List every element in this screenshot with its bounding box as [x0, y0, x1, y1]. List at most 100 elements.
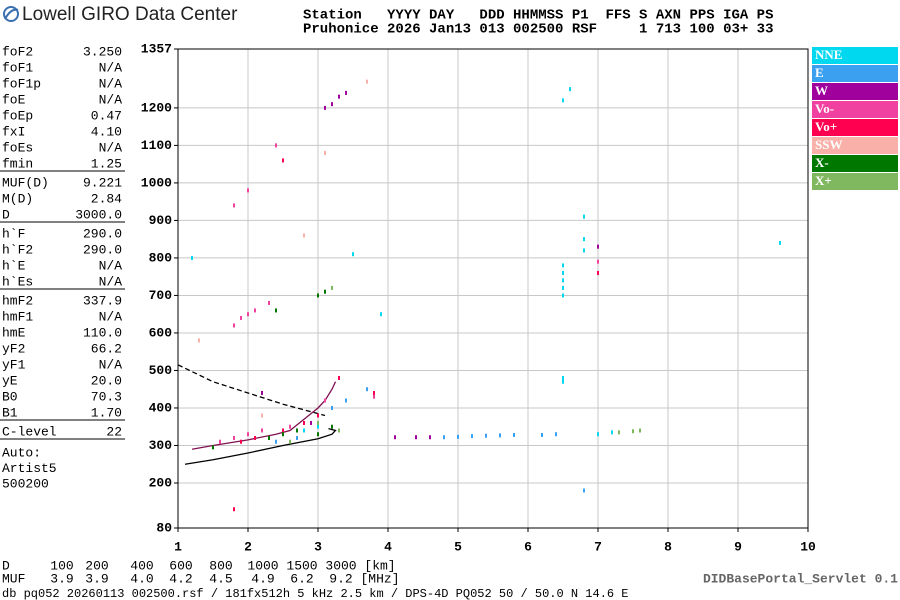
echo-point: [331, 102, 333, 107]
muf-cell: 4.9: [251, 571, 274, 586]
x-tick-label: 5: [454, 539, 462, 554]
echo-point: [317, 293, 319, 298]
echo-point: [457, 434, 459, 439]
echo-point: [562, 270, 564, 275]
legend-swatch: [812, 137, 898, 154]
echo-point: [275, 308, 277, 313]
y-tick-label: 80: [156, 520, 172, 535]
echo-point: [583, 214, 585, 219]
legend-label: X-: [815, 155, 829, 170]
echo-point: [233, 435, 235, 440]
muf-cell: [MHz]: [360, 571, 399, 586]
legend-swatch: [812, 173, 898, 190]
param-value: 4.10: [91, 124, 122, 139]
echo-point: [555, 432, 557, 437]
param-name: foEs: [2, 140, 33, 155]
y-tick-label: 700: [149, 288, 173, 303]
echo-point: [373, 390, 375, 395]
echo-point: [247, 432, 249, 437]
param-value: 3000.0: [75, 207, 122, 222]
echo-point: [303, 428, 305, 433]
param-name: yF2: [2, 341, 25, 356]
echo-point: [597, 244, 599, 249]
echo-point: [562, 278, 564, 283]
echo-point: [338, 375, 340, 380]
echo-point: [499, 433, 501, 438]
muf-cell: 3.9: [85, 571, 108, 586]
muf-cell: 600: [169, 558, 192, 573]
muf-cell: 3000: [325, 558, 356, 573]
echo-point: [345, 398, 347, 403]
echo-point: [219, 439, 221, 444]
param-name: foE: [2, 92, 26, 107]
header-line: Pruhonice 2026 Jan13 013 002500 RSF 1 71…: [303, 22, 773, 38]
param-value: 337.9: [83, 293, 122, 308]
param-value: 110.0: [83, 325, 122, 340]
echo-point: [380, 312, 382, 317]
echo-point: [366, 387, 368, 392]
echo-point: [513, 432, 515, 437]
legend-swatch: [812, 83, 898, 100]
param-name: hmF2: [2, 293, 33, 308]
echo-point: [562, 98, 564, 103]
echo-point: [303, 233, 305, 238]
muf-cell: MUF: [2, 571, 25, 586]
auto-label: Auto:: [2, 445, 41, 460]
param-value: 1.70: [91, 405, 122, 420]
param-name: hmE: [2, 325, 26, 340]
logo-icon: [3, 6, 19, 22]
param-value: N/A: [99, 60, 123, 75]
x-tick-label: 3: [314, 539, 322, 554]
echo-point: [233, 507, 235, 512]
legend-swatch: [812, 119, 898, 136]
muf-cell: 9.2: [329, 571, 352, 586]
echo-point: [261, 428, 263, 433]
trace-curve: [177, 364, 326, 417]
legend-swatch: [812, 65, 898, 82]
muf-cell: 3.9: [50, 571, 73, 586]
param-name: B1: [2, 405, 18, 420]
echo-point: [618, 430, 620, 435]
param-value: 22: [106, 424, 122, 439]
muf-cell: 1000: [247, 558, 278, 573]
echo-point: [324, 398, 326, 403]
echo-point: [562, 263, 564, 268]
param-value: N/A: [99, 92, 123, 107]
trace-curve: [191, 381, 337, 450]
echo-point: [233, 323, 235, 328]
param-name: yF1: [2, 357, 26, 372]
param-value: 70.3: [91, 389, 122, 404]
echo-point: [583, 237, 585, 242]
echo-point: [324, 289, 326, 294]
param-value: 3.250: [83, 44, 122, 59]
x-tick-label: 8: [664, 539, 672, 554]
echo-point: [324, 150, 326, 155]
param-value: 2.84: [91, 191, 122, 206]
legend-label: X+: [815, 173, 832, 188]
echo-point: [282, 428, 284, 433]
param-value: N/A: [99, 258, 123, 273]
legend-swatch: [812, 155, 898, 172]
param-value: 0.47: [91, 108, 122, 123]
echo-point: [331, 424, 333, 429]
param-value: 20.0: [91, 373, 122, 388]
echo-point: [639, 428, 641, 433]
echo-point: [345, 90, 347, 95]
param-name: foF1p: [2, 76, 41, 91]
echo-point: [275, 143, 277, 148]
servlet-label: DIDBasePortal_Servlet 0.1: [703, 571, 898, 586]
echo-point: [254, 435, 256, 440]
x-tick-label: 7: [594, 539, 602, 554]
echo-point: [282, 432, 284, 437]
echo-point: [366, 79, 368, 84]
echo-point: [562, 293, 564, 298]
echo-point: [611, 430, 613, 435]
echo-point: [289, 439, 291, 444]
muf-cell: 6.2: [290, 571, 313, 586]
echo-point: [310, 420, 312, 425]
param-name: h`E: [2, 258, 26, 273]
echo-point: [597, 270, 599, 275]
echo-point: [415, 435, 417, 440]
echo-point: [324, 105, 326, 110]
param-value: N/A: [99, 140, 123, 155]
